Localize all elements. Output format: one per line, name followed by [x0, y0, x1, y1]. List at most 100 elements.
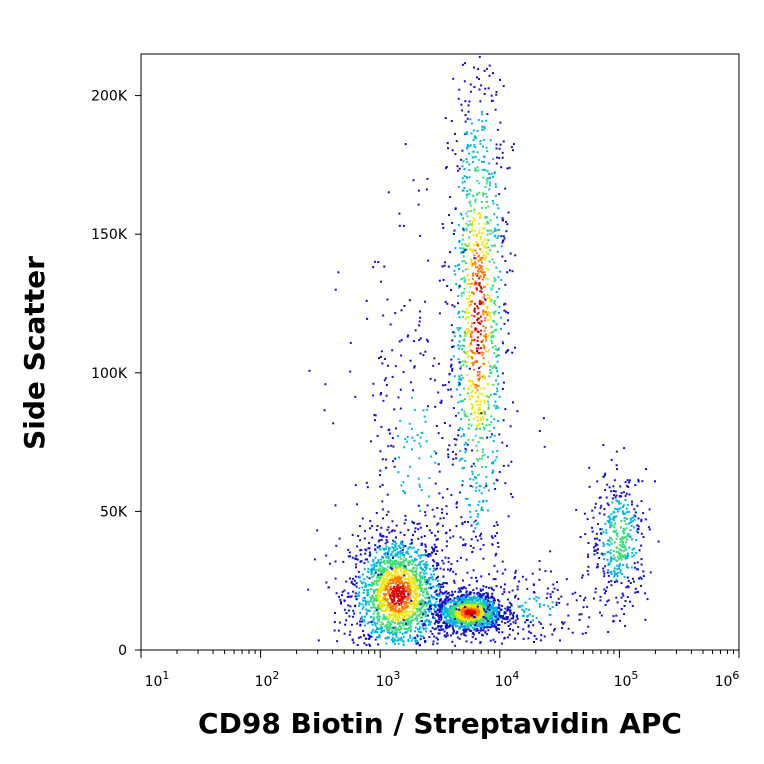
- event-dot: [407, 585, 410, 587]
- event-dot: [406, 335, 409, 338]
- event-dot: [417, 537, 420, 540]
- event-dot: [502, 85, 505, 88]
- event-dot: [522, 637, 525, 640]
- event-dot: [594, 587, 597, 590]
- event-dot: [469, 607, 472, 610]
- event-dot: [347, 555, 350, 558]
- event-dot: [422, 577, 425, 580]
- event-dot: [407, 618, 410, 621]
- event-dot: [418, 572, 421, 575]
- event-dot: [398, 607, 401, 610]
- event-dot: [381, 362, 384, 365]
- event-dot: [628, 510, 630, 513]
- event-dot: [363, 578, 366, 581]
- event-dot: [403, 586, 406, 588]
- event-dot: [369, 596, 372, 599]
- event-dot: [607, 562, 610, 565]
- event-dot: [622, 537, 625, 540]
- event-dot: [420, 571, 423, 573]
- event-dot: [615, 494, 618, 497]
- event-dot: [374, 631, 377, 634]
- event-dot: [493, 313, 496, 316]
- event-dot: [607, 503, 610, 506]
- event-dot: [477, 169, 480, 172]
- event-dot: [469, 477, 472, 480]
- event-dot: [439, 607, 442, 610]
- event-dot: [410, 427, 413, 430]
- event-dot: [464, 634, 467, 637]
- event-dot: [478, 457, 481, 460]
- event-dot: [372, 266, 375, 269]
- event-dot: [478, 631, 481, 634]
- event-dot: [333, 621, 336, 623]
- event-dot: [451, 617, 454, 620]
- event-dot: [424, 350, 427, 353]
- event-dot: [476, 166, 479, 169]
- event-dot: [410, 580, 413, 583]
- event-dot: [411, 560, 414, 563]
- event-dot: [434, 578, 437, 581]
- event-dot: [415, 572, 418, 575]
- event-dot: [473, 144, 476, 147]
- event-dot: [385, 513, 388, 516]
- event-dot: [374, 588, 377, 591]
- event-dot: [382, 399, 385, 402]
- event-dot: [481, 615, 484, 617]
- event-dot: [348, 615, 351, 618]
- event-dot: [370, 615, 373, 618]
- event-dot: [485, 349, 488, 352]
- event-dot: [420, 577, 423, 580]
- event-dot: [497, 617, 500, 620]
- event-dot: [488, 260, 491, 263]
- event-dot: [369, 588, 372, 591]
- event-dot: [475, 233, 478, 236]
- event-dot: [446, 610, 449, 613]
- event-dot: [480, 329, 483, 332]
- event-dot: [384, 587, 387, 590]
- event-dot: [432, 559, 435, 562]
- event-dot: [456, 165, 459, 168]
- event-dot: [422, 613, 425, 616]
- event-dot: [481, 437, 484, 440]
- event-dot: [425, 619, 428, 621]
- event-dot: [471, 230, 473, 233]
- event-dot: [493, 329, 496, 332]
- event-dot: [460, 597, 462, 600]
- event-dot: [415, 616, 418, 619]
- event-dot: [442, 582, 445, 585]
- event-dot: [613, 556, 616, 559]
- event-dot: [398, 212, 401, 215]
- event-dot: [420, 635, 423, 638]
- event-dot: [384, 542, 387, 545]
- event-dot: [394, 457, 397, 460]
- event-dot: [409, 625, 412, 628]
- event-dot: [418, 483, 421, 486]
- event-dot: [604, 522, 607, 525]
- event-dot: [510, 617, 513, 620]
- event-dot: [454, 273, 457, 276]
- event-dot: [391, 529, 394, 532]
- event-dot: [379, 574, 381, 577]
- event-dot: [487, 87, 490, 90]
- event-dot: [455, 622, 458, 625]
- event-dot: [494, 554, 497, 557]
- event-dot: [392, 626, 395, 629]
- event-dot: [521, 608, 524, 611]
- event-dot: [612, 515, 615, 518]
- event-dot: [465, 596, 468, 599]
- event-dot: [451, 463, 454, 466]
- event-dot: [365, 584, 368, 587]
- event-dot: [616, 535, 619, 538]
- event-dot: [414, 580, 417, 583]
- event-dot: [625, 507, 628, 510]
- event-dot: [403, 522, 406, 525]
- event-dot: [501, 241, 504, 244]
- event-dot: [418, 604, 421, 607]
- event-dot: [402, 595, 404, 598]
- event-dot: [433, 548, 436, 551]
- event-dot: [480, 340, 483, 343]
- event-dot: [468, 163, 471, 166]
- event-dot: [449, 607, 452, 609]
- event-dot: [450, 395, 453, 398]
- event-dot: [491, 620, 494, 623]
